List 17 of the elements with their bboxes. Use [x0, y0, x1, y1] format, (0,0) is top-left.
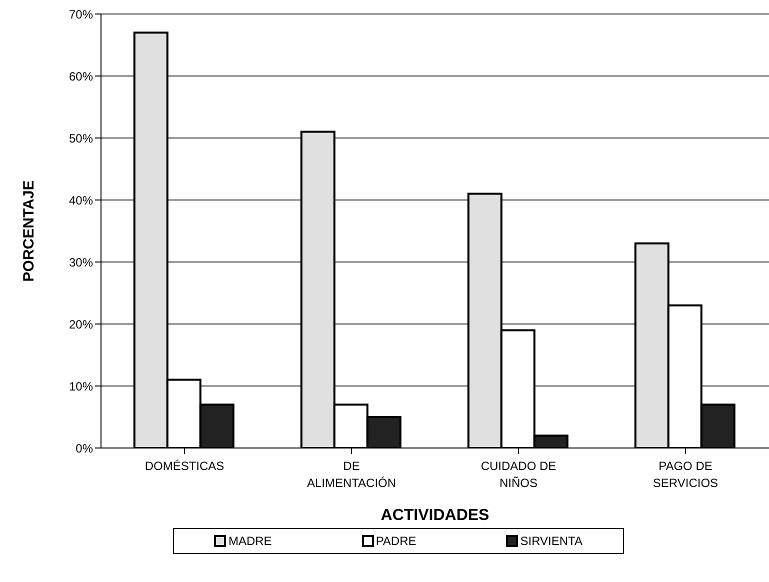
- y-tick-label: 10%: [68, 379, 94, 394]
- y-tick-label: 30%: [68, 255, 94, 270]
- legend-label: SIRVIENTA: [519, 534, 583, 548]
- x-tick-label: DOMÉSTICAS: [144, 459, 224, 473]
- x-tick-label: CUIDADO DE NIÑOS: [480, 459, 556, 490]
- x-tick-label: PAGO DE SERVICIOS: [652, 459, 718, 490]
- y-tick-label: 20%: [68, 317, 94, 332]
- y-tick-label: 70%: [68, 7, 94, 22]
- y-tick-label: 60%: [68, 69, 94, 84]
- y-axis-title: PORCENTAJE: [20, 180, 38, 282]
- y-tick-label: 50%: [68, 131, 94, 146]
- y-tick-label: 0%: [76, 441, 94, 456]
- x-tick-label: DE ALIMENTACIÓN: [306, 459, 396, 490]
- x-axis-title: ACTIVIDADES: [380, 507, 490, 524]
- legend-label: PADRE: [374, 534, 416, 548]
- legend-label: MADRE: [227, 534, 272, 548]
- y-tick-label: 40%: [68, 193, 94, 208]
